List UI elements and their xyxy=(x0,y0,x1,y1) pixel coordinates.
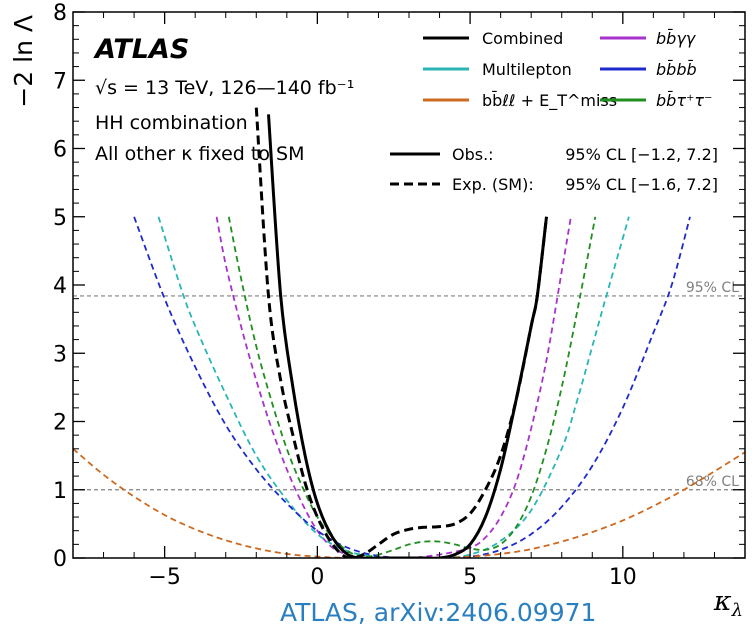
series-line-bb- xyxy=(227,216,597,558)
source-credit: ATLAS, arXiv:2406.09971 xyxy=(280,598,597,627)
legend-result-label: Obs.: xyxy=(452,145,494,164)
energy-label: √s = 13 TeV, 126—140 fb⁻¹ xyxy=(95,77,354,99)
legend-result-label: Exp. (SM): xyxy=(452,175,534,194)
y-tick-label: 8 xyxy=(53,1,67,26)
y-tick-label: 0 xyxy=(53,547,67,572)
y-axis-label: −2 ln Λ xyxy=(9,15,38,108)
legend: Combined bb̄γγ Multilepton bb̄bb̄ bb̄ℓℓ + E_… xyxy=(390,29,718,194)
x-tick-label: 10 xyxy=(609,565,637,590)
y-tick-label: 3 xyxy=(53,342,67,367)
y-tick-label: 6 xyxy=(53,138,67,163)
experiment-label: ATLAS xyxy=(93,34,189,65)
series-line-multilepton xyxy=(157,216,630,558)
series-line-bb-bb- xyxy=(133,216,691,558)
legend-label: bb̄γγ xyxy=(656,29,697,48)
y-tick-label: 2 xyxy=(53,411,67,436)
x-tick-label: −5 xyxy=(148,565,180,590)
analysis-label: HH combination xyxy=(95,112,248,134)
chart-header: ATLAS √s = 13 TeV, 126—140 fb⁻¹ HH combina… xyxy=(93,34,354,165)
y-tick-label: 7 xyxy=(53,69,67,94)
axis-ticks: 0 1 2 3 4 5 6 7 8 −5 0 5 10 xyxy=(53,1,746,590)
legend-result-interval: 95% CL [−1.6, 7.2] xyxy=(565,175,718,194)
legend-label: bb̄τ⁺τ⁻ xyxy=(656,91,712,110)
series-line-combined-exp-sm- xyxy=(254,107,548,558)
threshold-label: 95% CL xyxy=(686,280,739,296)
y-tick-label: 1 xyxy=(53,479,67,504)
legend-result-interval: 95% CL [−1.2, 7.2] xyxy=(565,145,718,164)
legend-label: Combined xyxy=(482,29,563,48)
x-tick-label: 5 xyxy=(463,565,477,590)
assumption-label: All other κ fixed to SM xyxy=(95,143,304,165)
threshold-lines: 95% CL 68% CL xyxy=(73,280,745,491)
series-line-bb- xyxy=(215,216,572,558)
x-tick-label: 0 xyxy=(310,565,324,590)
legend-label: bb̄ℓℓ + E_T^miss xyxy=(482,91,617,111)
y-tick-label: 5 xyxy=(53,206,67,231)
y-tick-label: 4 xyxy=(53,274,67,299)
legend-label: bb̄bb̄ xyxy=(656,60,697,79)
axis-labels: −2 ln Λ κλ xyxy=(9,15,743,621)
legend-label: Multilepton xyxy=(482,60,572,79)
threshold-label: 68% CL xyxy=(686,474,739,490)
series-line-bb-e-t-miss xyxy=(73,448,745,558)
x-axis-label: κλ xyxy=(713,586,743,621)
